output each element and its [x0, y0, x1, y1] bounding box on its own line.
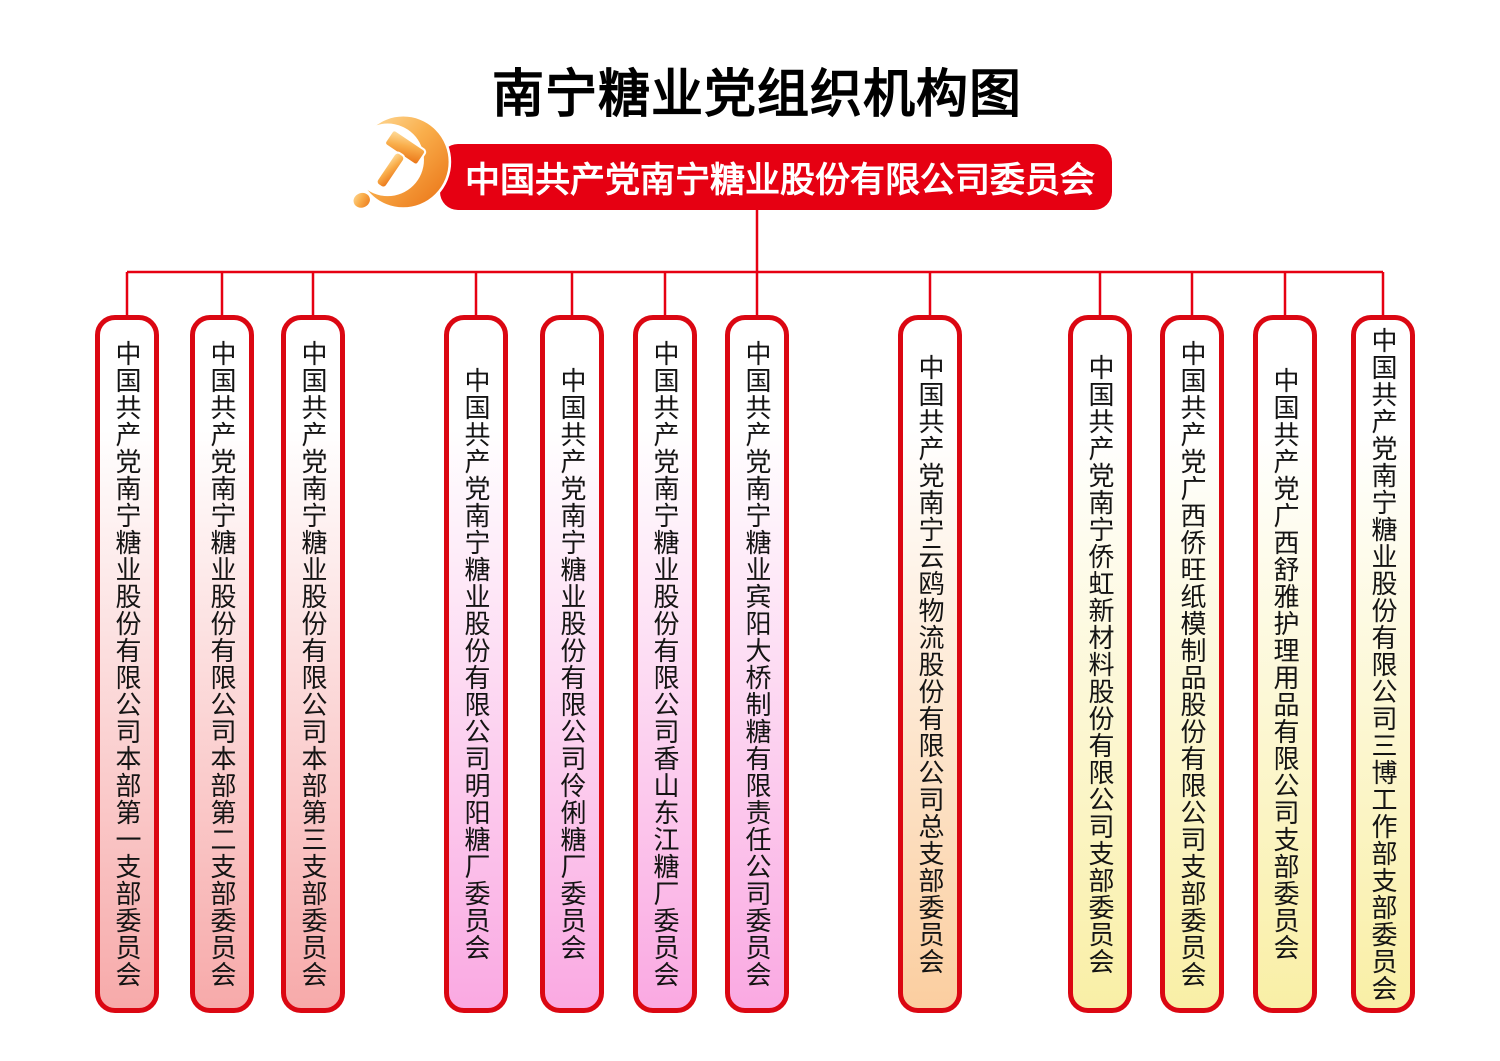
root-committee-banner: 中国共产党南宁糖业股份有限公司委员会 — [440, 144, 1112, 210]
branch-label: 中国共产党南宁侨虹新材料股份有限公司支部委员会 — [1085, 353, 1115, 975]
branch-box-benbu-2: 中国共产党南宁糖业股份有限公司本部第二支部委员会 — [190, 315, 254, 1013]
branch-box-qiaohong: 中国共产党南宁侨虹新材料股份有限公司支部委员会 — [1068, 315, 1132, 1013]
branch-label: 中国共产党南宁糖业股份有限公司本部第三支部委员会 — [298, 340, 328, 988]
page-title: 南宁糖业党组织机构图 — [491, 64, 1022, 125]
branch-box-lingli: 中国共产党南宁糖业股份有限公司伶俐糖厂委员会 — [540, 315, 604, 1013]
branch-label: 中国共产党南宁糖业宾阳大桥制糖有限责任公司委员会 — [742, 340, 772, 988]
branch-label: 中国共产党南宁糖业股份有限公司香山东江糖厂委员会 — [650, 340, 680, 988]
branch-box-benbu-1: 中国共产党南宁糖业股份有限公司本部第一支部委员会 — [95, 315, 159, 1013]
branch-box-xiangshan-dongjiang: 中国共产党南宁糖业股份有限公司香山东江糖厂委员会 — [633, 315, 697, 1013]
branch-label: 中国共产党南宁糖业股份有限公司本部第一支部委员会 — [112, 340, 142, 988]
branch-label: 中国共产党广西侨旺纸模制品股份有限公司支部委员会 — [1177, 340, 1207, 988]
branch-label: 中国共产党广西舒雅护理用品有限公司支部委员会 — [1270, 367, 1300, 961]
branch-box-sanbo: 中国共产党南宁糖业股份有限公司三博工作部支部委员会 — [1351, 315, 1415, 1013]
branch-label: 中国共产党南宁糖业股份有限公司三博工作部支部委员会 — [1368, 326, 1398, 1002]
branch-label: 中国共产党南宁糖业股份有限公司明阳糖厂委员会 — [461, 367, 491, 961]
branch-box-shuya: 中国共产党广西舒雅护理用品有限公司支部委员会 — [1253, 315, 1317, 1013]
branch-box-benbu-3: 中国共产党南宁糖业股份有限公司本部第三支部委员会 — [281, 315, 345, 1013]
branch-box-binyang-daqiao: 中国共产党南宁糖业宾阳大桥制糖有限责任公司委员会 — [725, 315, 789, 1013]
branch-label: 中国共产党南宁云鸥物流股份有限公司总支部委员会 — [915, 353, 945, 975]
branch-label: 中国共产党南宁糖业股份有限公司伶俐糖厂委员会 — [557, 367, 587, 961]
branch-box-qiaowang: 中国共产党广西侨旺纸模制品股份有限公司支部委员会 — [1160, 315, 1224, 1013]
branch-box-yunou-logistics: 中国共产党南宁云鸥物流股份有限公司总支部委员会 — [898, 315, 962, 1013]
branch-box-mingyang: 中国共产党南宁糖业股份有限公司明阳糖厂委员会 — [444, 315, 508, 1013]
party-emblem-icon — [351, 113, 452, 210]
branch-label: 中国共产党南宁糖业股份有限公司本部第二支部委员会 — [207, 340, 237, 988]
